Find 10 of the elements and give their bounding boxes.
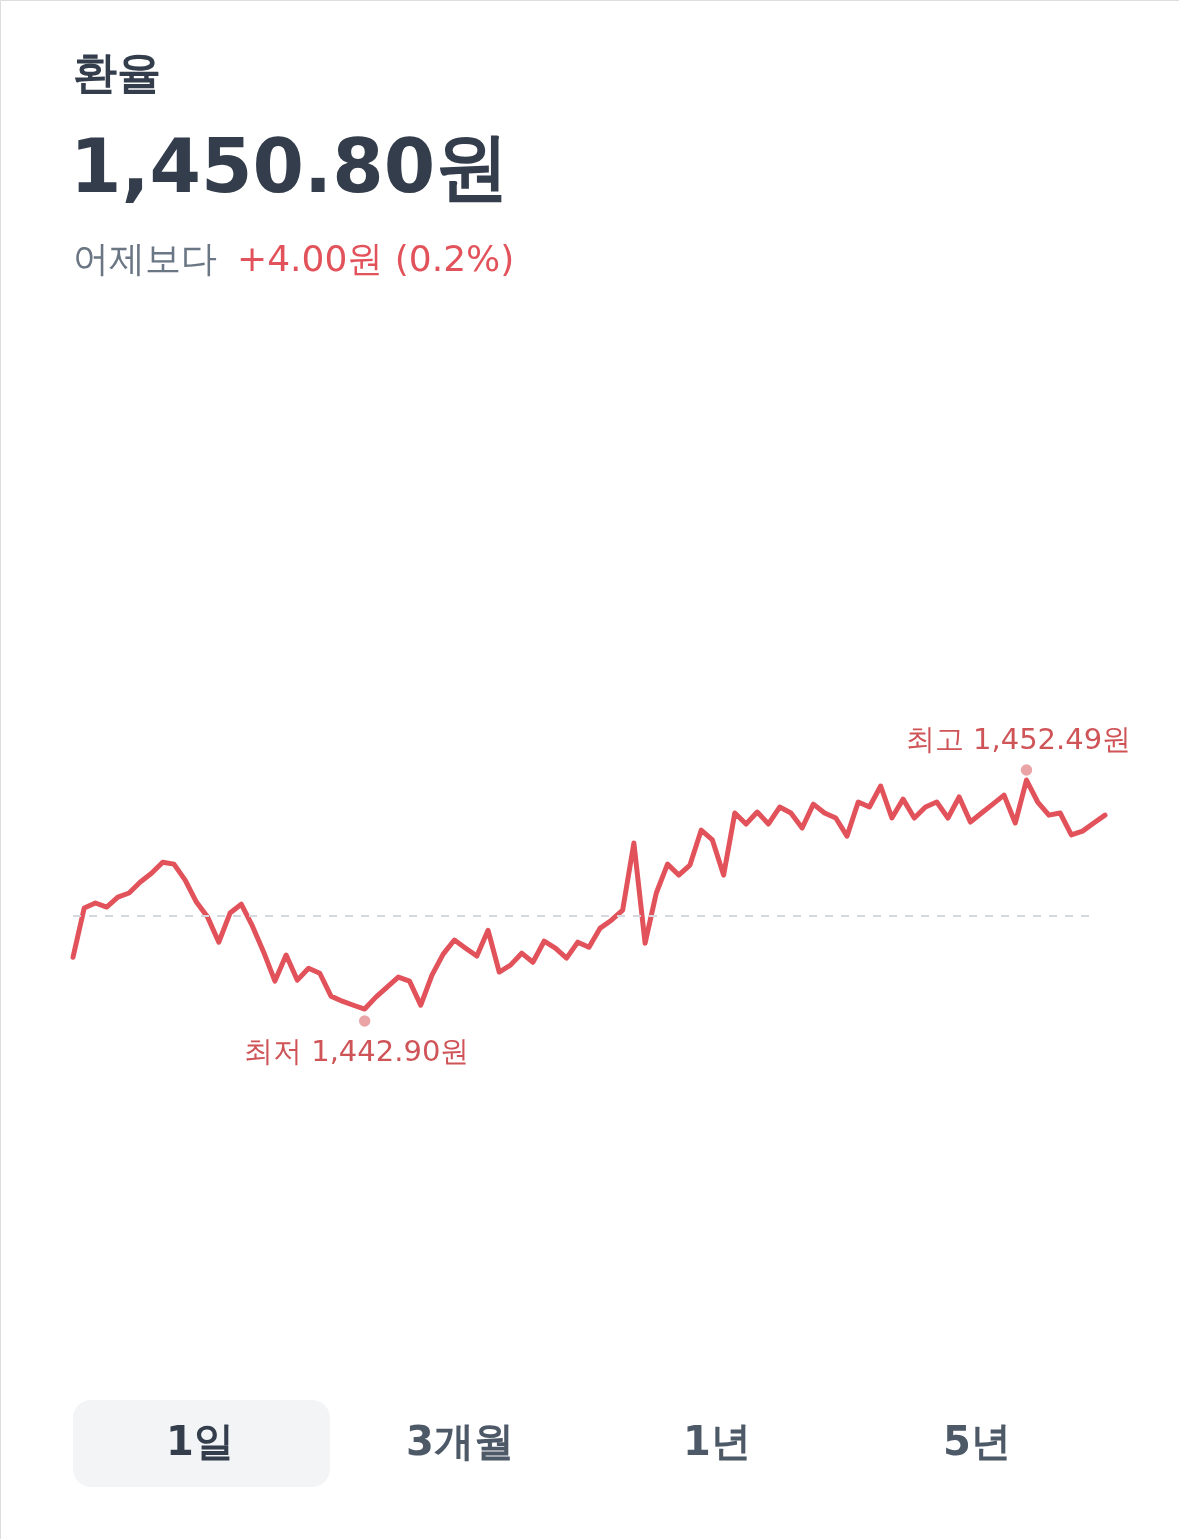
text: 1일 [166,1418,234,1464]
text: +4.00원 (0.2%) [237,238,515,279]
data-label: 최고 1,452.49원 [905,722,1132,757]
text: 1년 [683,1418,751,1464]
text: 3개월 [406,1418,514,1464]
chart-title: 환율 [73,47,161,98]
text: 어제보다 [73,238,217,279]
chart-subtitle: 1,450.80원 [70,123,510,209]
text: 5년 [943,1418,1011,1464]
data-label: 최저 1,442.90원 [243,1034,470,1069]
